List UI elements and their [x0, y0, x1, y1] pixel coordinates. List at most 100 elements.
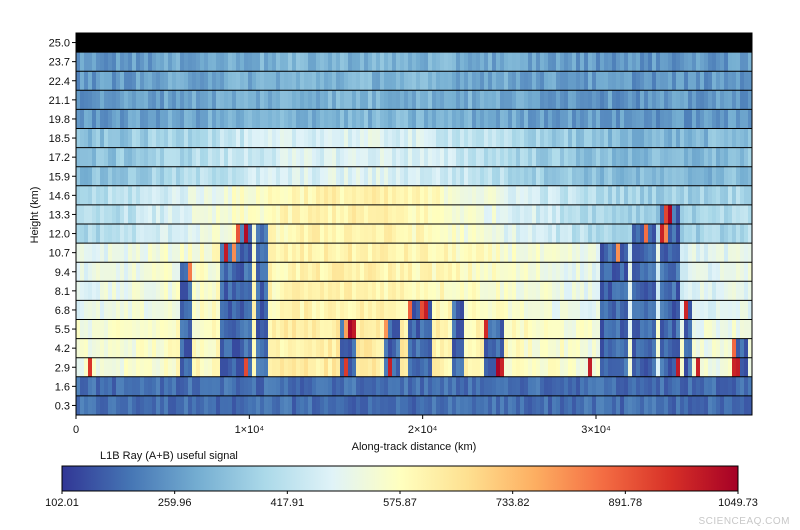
heatmap-cell — [684, 128, 689, 148]
heatmap-cell — [552, 262, 557, 282]
heatmap-cell — [160, 166, 165, 186]
heatmap-cell — [724, 90, 729, 110]
heatmap-cell — [356, 204, 361, 225]
heatmap-cell — [472, 376, 477, 397]
heatmap-cell — [624, 109, 629, 129]
heatmap-cell — [512, 281, 517, 301]
heatmap-cell — [696, 204, 701, 225]
heatmap-cell — [416, 281, 421, 301]
heatmap-cell — [516, 281, 521, 301]
heatmap-cell — [488, 281, 493, 301]
heatmap-cell — [420, 147, 425, 167]
heatmap-cell — [152, 243, 157, 263]
heatmap-cell — [260, 185, 265, 206]
heatmap-cell — [656, 52, 661, 72]
heatmap-cell — [428, 52, 433, 72]
heatmap-cell — [140, 52, 145, 72]
heatmap-cell — [336, 319, 341, 339]
heatmap-cell — [236, 262, 241, 282]
heatmap-cell — [716, 185, 721, 206]
heatmap-cell — [196, 166, 201, 186]
heatmap-cell — [732, 52, 737, 72]
heatmap-cell — [360, 319, 365, 339]
heatmap-cell — [612, 338, 617, 358]
heatmap-cell — [560, 224, 565, 244]
heatmap-cell — [416, 262, 421, 282]
heatmap-cell — [188, 147, 193, 167]
heatmap-cell — [168, 128, 173, 148]
heatmap-cell — [220, 319, 225, 339]
heatmap-cell — [424, 262, 429, 282]
heatmap-cell — [96, 109, 101, 129]
heatmap-cell — [556, 109, 561, 129]
heatmap-cell — [92, 357, 97, 377]
heatmap-cell — [628, 262, 633, 282]
heatmap-cell — [552, 147, 557, 167]
heatmap-cell — [524, 319, 529, 339]
heatmap-cell — [452, 357, 457, 377]
heatmap-cell — [504, 185, 509, 206]
heatmap-cell — [680, 224, 685, 244]
heatmap-cell — [264, 319, 269, 339]
heatmap-cell — [408, 128, 413, 148]
heatmap-cell — [440, 109, 445, 129]
heatmap-cell — [364, 224, 369, 244]
heatmap-cell — [344, 395, 349, 415]
heatmap-cell — [292, 376, 297, 397]
heatmap-cell — [652, 147, 657, 167]
heatmap-cell — [552, 357, 557, 377]
heatmap-cell — [500, 281, 505, 301]
heatmap-cell — [148, 166, 153, 186]
heatmap-cell — [572, 109, 577, 129]
heatmap-cell — [744, 109, 749, 129]
heatmap-cell — [240, 204, 245, 225]
heatmap-cell — [700, 71, 705, 91]
heatmap-cell — [556, 376, 561, 397]
heatmap-cell — [108, 262, 113, 282]
heatmap-cell — [348, 281, 353, 301]
heatmap-cell — [200, 300, 205, 320]
heatmap-cell — [280, 243, 285, 263]
heatmap-cell — [196, 319, 201, 339]
heatmap-cell — [536, 376, 541, 397]
heatmap-cell — [140, 281, 145, 301]
heatmap-cell — [316, 166, 321, 186]
heatmap-cell — [548, 128, 553, 148]
heatmap-cell — [600, 185, 605, 206]
heatmap-cell — [288, 166, 293, 186]
heatmap-cell — [464, 90, 469, 110]
heatmap-cell — [664, 281, 669, 301]
heatmap-cell — [588, 147, 593, 167]
heatmap-cell — [372, 262, 377, 282]
heatmap-cell — [360, 71, 365, 91]
heatmap-cell — [488, 300, 493, 320]
heatmap-cell — [296, 338, 301, 358]
heatmap-cell — [708, 395, 713, 415]
heatmap-cell — [604, 166, 609, 186]
heatmap-cell — [684, 357, 689, 377]
heatmap-cell — [704, 243, 709, 263]
heatmap-cell — [348, 224, 353, 244]
heatmap-cell — [532, 185, 537, 206]
heatmap-cell — [660, 109, 665, 129]
heatmap-cell — [92, 109, 97, 129]
heatmap-cell — [144, 281, 149, 301]
heatmap-cell — [716, 109, 721, 129]
heatmap-cell — [452, 147, 457, 167]
heatmap-cell — [440, 319, 445, 339]
heatmap-cell — [92, 262, 97, 282]
heatmap-cell — [560, 319, 565, 339]
heatmap-cell — [608, 281, 613, 301]
heatmap-cell — [360, 300, 365, 320]
heatmap-cell — [584, 262, 589, 282]
heatmap-cell — [640, 166, 645, 186]
heatmap-cell — [96, 128, 101, 148]
heatmap-cell — [328, 262, 333, 282]
heatmap-cell — [424, 71, 429, 91]
heatmap-cell — [672, 224, 677, 244]
heatmap-cell — [544, 357, 549, 377]
heatmap-cell — [288, 71, 293, 91]
heatmap-cell — [324, 147, 329, 167]
heatmap-cell — [456, 166, 461, 186]
heatmap-cell — [672, 166, 677, 186]
